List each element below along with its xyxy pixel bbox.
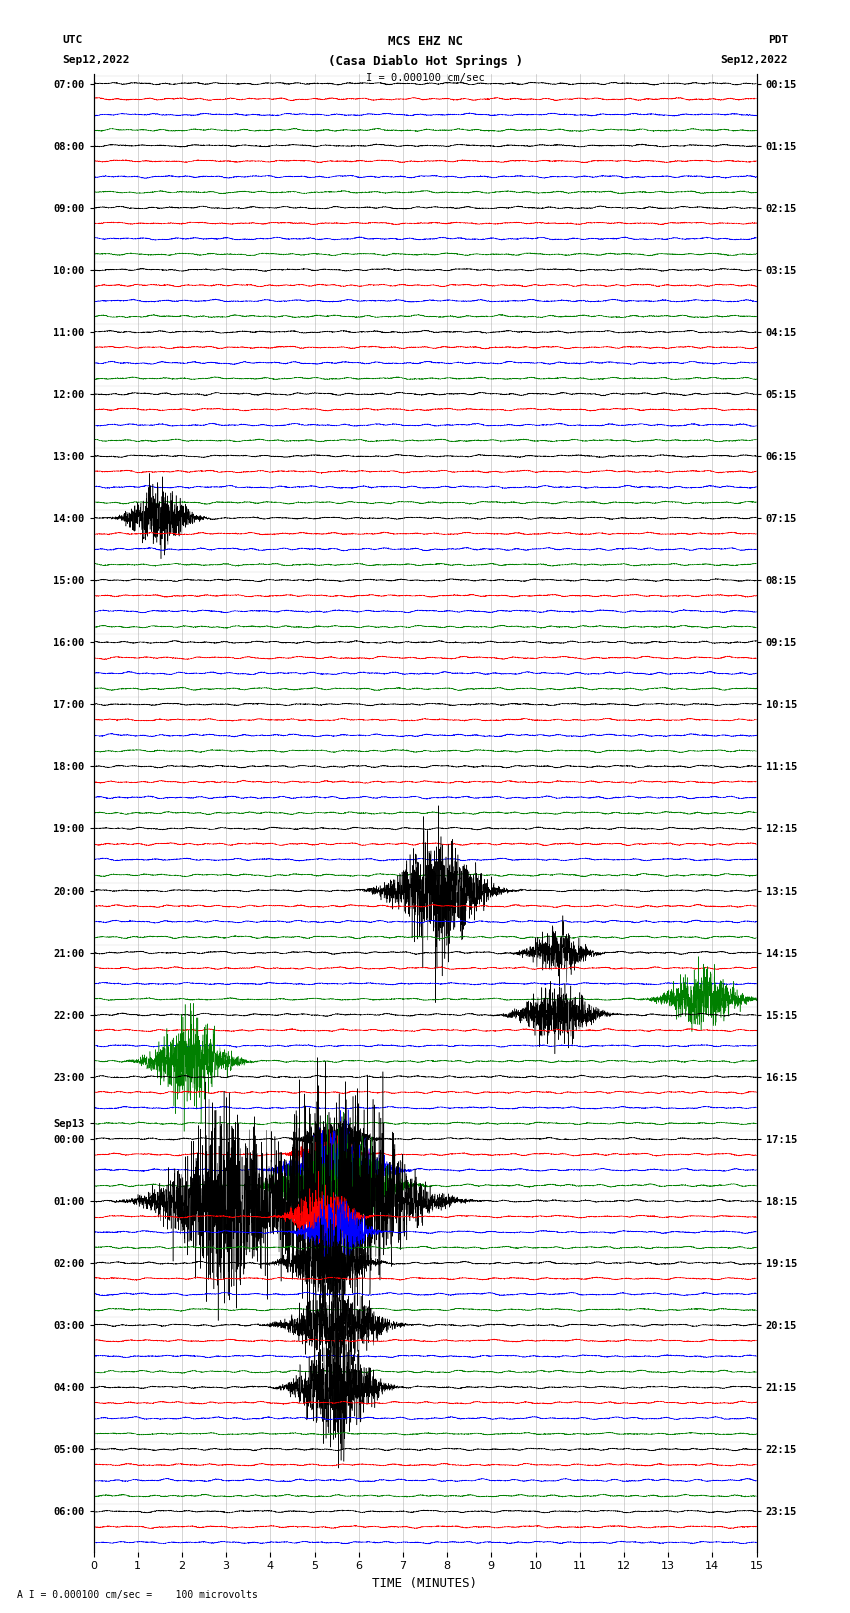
Text: Sep12,2022: Sep12,2022 xyxy=(721,55,788,65)
Text: MCS EHZ NC: MCS EHZ NC xyxy=(388,35,462,48)
Text: Sep12,2022: Sep12,2022 xyxy=(62,55,129,65)
X-axis label: TIME (MINUTES): TIME (MINUTES) xyxy=(372,1578,478,1590)
Text: UTC: UTC xyxy=(62,35,82,45)
Text: I = 0.000100 cm/sec: I = 0.000100 cm/sec xyxy=(366,73,484,82)
Text: (Casa Diablo Hot Springs ): (Casa Diablo Hot Springs ) xyxy=(327,55,523,68)
Text: A I = 0.000100 cm/sec =    100 microvolts: A I = 0.000100 cm/sec = 100 microvolts xyxy=(17,1590,258,1600)
Text: PDT: PDT xyxy=(768,35,788,45)
